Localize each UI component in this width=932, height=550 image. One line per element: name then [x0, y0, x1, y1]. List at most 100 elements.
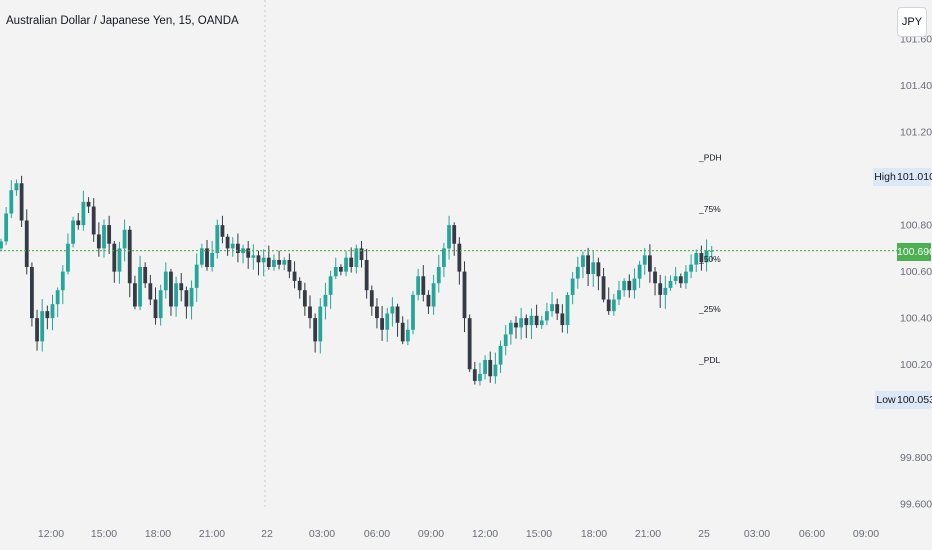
candle-body [40, 311, 45, 342]
candle-body [35, 318, 39, 342]
time-axis-tick-label: 21:00 [635, 528, 661, 540]
candle-body [143, 266, 148, 284]
candle-body [19, 183, 24, 221]
candle-body [462, 271, 467, 319]
candle-body [498, 346, 503, 365]
low-value: 100.053 [897, 391, 932, 409]
candle-body [272, 260, 276, 267]
candle-body [555, 304, 560, 314]
candle-body [472, 369, 477, 381]
candle-body [133, 283, 137, 307]
candle-body [153, 299, 158, 319]
candle-body [102, 225, 106, 249]
candle-body [215, 225, 220, 254]
candle-body [189, 287, 194, 307]
candle-body [375, 306, 379, 319]
candle-body [452, 225, 457, 244]
candle-body [91, 206, 96, 235]
candle-body [24, 220, 29, 267]
candle-body [426, 294, 431, 307]
candle-body [431, 283, 436, 307]
candle-body [359, 248, 364, 260]
candle-body [158, 290, 163, 319]
candle-body [50, 304, 55, 319]
candle-body [313, 318, 318, 342]
candle-body [550, 304, 554, 312]
candle-body [107, 225, 112, 244]
level-label: _PDH [698, 153, 722, 163]
candle-body [436, 266, 441, 284]
candle-body [4, 213, 9, 242]
candle-body [199, 248, 204, 265]
candle-body [292, 271, 297, 281]
time-axis-tick-label: 09:00 [853, 528, 879, 540]
candle-body [66, 243, 70, 272]
candle-body [169, 271, 173, 307]
candle-body [344, 257, 348, 272]
time-axis-tick-label: 12:00 [38, 528, 64, 540]
time-axis-tick-label: 22 [261, 528, 273, 540]
time-axis-tick-label: 09:00 [418, 528, 444, 540]
candle-body [684, 271, 688, 284]
candle-body [55, 290, 60, 305]
candle-body [596, 262, 601, 277]
candle-body [699, 253, 704, 263]
candle-body [539, 320, 544, 326]
candle-body [663, 287, 668, 295]
candle-body [601, 276, 606, 300]
price-axis-tick-label: 100.800 [900, 220, 932, 232]
currency-button[interactable]: JPY [897, 7, 927, 37]
candle-body [709, 250, 714, 252]
candle-body [519, 318, 524, 328]
candle-body [508, 322, 513, 335]
candle-body [395, 306, 400, 323]
candle-body [266, 257, 271, 267]
price-axis-tick-label: 101.200 [900, 127, 932, 139]
candle-body [447, 225, 451, 249]
time-axis-tick-label: 12:00 [472, 528, 498, 540]
candle-body [488, 359, 493, 377]
time-axis-tick-label: 25 [698, 528, 710, 540]
candle-body [14, 183, 19, 191]
candle-body [673, 276, 678, 281]
candle-body [339, 266, 343, 272]
candle-body [575, 266, 580, 279]
candle-body [694, 253, 699, 265]
candle-body [591, 262, 596, 274]
time-axis-tick-label: 18:00 [581, 528, 607, 540]
candle-body [524, 318, 529, 326]
candle-body [210, 253, 215, 267]
candle-body [328, 276, 333, 295]
candle-body [364, 260, 369, 291]
candle-body [354, 248, 359, 267]
time-axis-tick-label: 03:00 [744, 528, 770, 540]
candle-body [205, 248, 209, 267]
candle-body [385, 313, 390, 330]
level-label: _PDL [698, 355, 721, 365]
candle-body [230, 243, 235, 249]
candle-body [405, 329, 410, 342]
candle-body [467, 318, 472, 370]
candle-body [689, 264, 693, 272]
candle-body [400, 322, 405, 342]
candle-body [668, 280, 673, 288]
time-axis-tick-label: 06:00 [364, 528, 390, 540]
level-label: _50% [698, 254, 721, 264]
candle-body [493, 364, 498, 377]
high-value: 101.010 [897, 168, 932, 186]
candle-body [127, 229, 132, 284]
candle-body [246, 248, 251, 258]
candle-body [617, 290, 621, 300]
candle-body [302, 290, 307, 307]
price-axis-tick-label: 100.200 [900, 359, 932, 371]
candle-body [529, 315, 534, 326]
time-axis-tick-label: 21:00 [199, 528, 225, 540]
time-axis-tick-label: 03:00 [309, 528, 335, 540]
candle-body [658, 283, 663, 295]
current-price-tag: 100.690 [897, 243, 932, 261]
candle-body [653, 271, 657, 284]
candle-body [503, 334, 508, 347]
candle-body [586, 255, 590, 274]
candle-body [349, 257, 354, 267]
